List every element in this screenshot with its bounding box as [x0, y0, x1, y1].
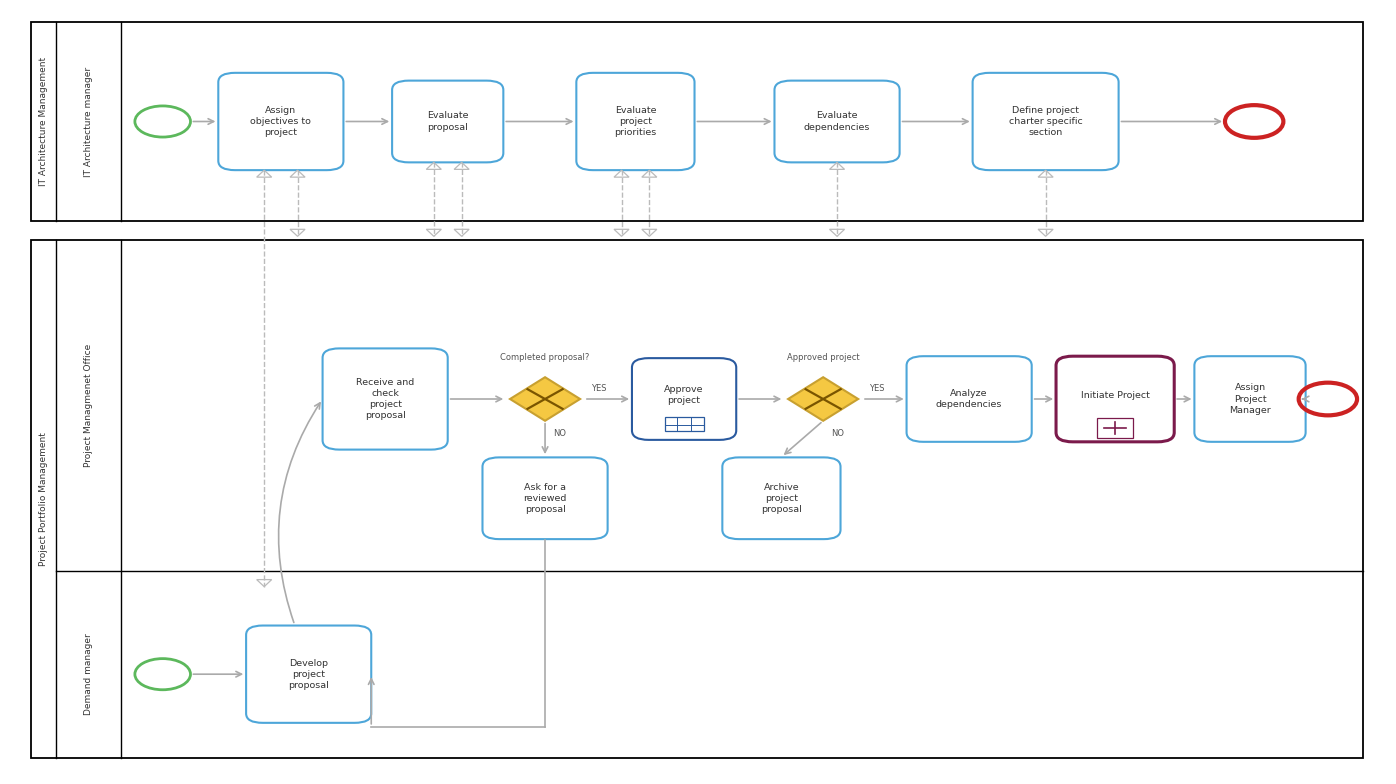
Bar — [664, 417, 704, 431]
FancyBboxPatch shape — [246, 626, 371, 723]
FancyBboxPatch shape — [392, 81, 504, 162]
FancyBboxPatch shape — [577, 73, 695, 170]
Polygon shape — [510, 377, 581, 421]
Text: Develop
project
proposal: Develop project proposal — [289, 659, 329, 690]
Text: Approve
project: Approve project — [664, 385, 704, 405]
Text: Assign
objectives to
project: Assign objectives to project — [250, 106, 311, 137]
Polygon shape — [789, 377, 859, 421]
Text: Project Portfolio Management: Project Portfolio Management — [39, 432, 47, 566]
FancyBboxPatch shape — [906, 356, 1032, 442]
Text: IT Architecture manager: IT Architecture manager — [85, 67, 94, 176]
Text: Completed proposal?: Completed proposal? — [500, 353, 589, 361]
FancyBboxPatch shape — [1055, 356, 1174, 442]
Text: Approved project: Approved project — [787, 353, 860, 361]
Text: Assign
Project
Manager: Assign Project Manager — [1228, 383, 1270, 415]
Text: Define project
charter specific
section: Define project charter specific section — [1009, 106, 1082, 137]
Text: Evaluate
dependencies: Evaluate dependencies — [804, 111, 870, 132]
FancyBboxPatch shape — [722, 457, 840, 539]
Text: NO: NO — [832, 429, 845, 437]
Text: Project Managmenet Office: Project Managmenet Office — [85, 344, 94, 467]
Text: Evaluate
project
priorities: Evaluate project priorities — [614, 106, 656, 137]
Text: YES: YES — [870, 384, 885, 394]
Text: Analyze
dependencies: Analyze dependencies — [935, 389, 1002, 409]
Text: Demand manager: Demand manager — [85, 633, 94, 715]
Text: Archive
project
proposal: Archive project proposal — [761, 483, 801, 514]
Bar — [31, 22, 1362, 221]
Bar — [31, 240, 1362, 758]
Text: Receive and
check
project
proposal: Receive and check project proposal — [356, 378, 415, 420]
Text: YES: YES — [591, 384, 606, 394]
Text: Ask for a
reviewed
proposal: Ask for a reviewed proposal — [524, 483, 567, 514]
Text: Initiate Project: Initiate Project — [1081, 390, 1149, 400]
Text: IT Architecture Management: IT Architecture Management — [39, 57, 47, 186]
FancyBboxPatch shape — [322, 348, 448, 449]
Bar — [1097, 418, 1134, 438]
FancyBboxPatch shape — [483, 457, 607, 539]
Text: NO: NO — [553, 429, 567, 437]
Text: Evaluate
proposal: Evaluate proposal — [427, 111, 469, 132]
FancyBboxPatch shape — [218, 73, 343, 170]
FancyBboxPatch shape — [632, 358, 736, 440]
FancyBboxPatch shape — [973, 73, 1118, 170]
FancyBboxPatch shape — [1195, 356, 1305, 442]
FancyBboxPatch shape — [775, 81, 899, 162]
